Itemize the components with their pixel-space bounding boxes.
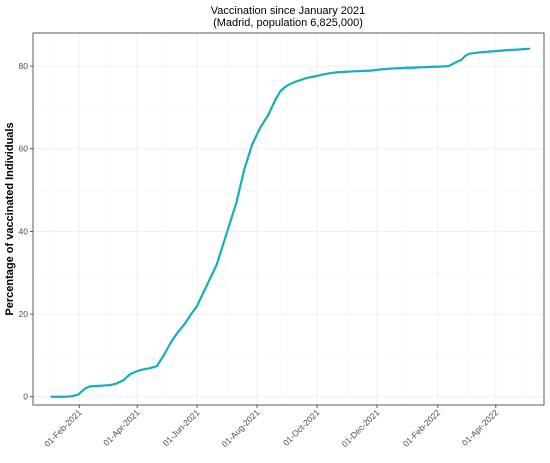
y-tick-label: 40: [19, 226, 29, 236]
y-tick-label: 0: [23, 392, 28, 402]
y-tick-label: 60: [19, 144, 29, 154]
vaccination-series-line: [50, 47, 531, 398]
y-tick-label: 80: [19, 61, 29, 71]
y-tick-label: 20: [19, 309, 29, 319]
x-tick-label: 01-Aug-2021: [220, 407, 262, 449]
chart-subtitle: (Madrid, population 6,825,000): [213, 17, 363, 29]
x-tick-label: 01-Oct-2021: [281, 407, 322, 448]
grid-lines: [33, 33, 544, 405]
x-tick-label: 01-Apr-2021: [101, 407, 142, 448]
x-tick-label: 01-Dec-2021: [340, 407, 382, 449]
plot-panel: [32, 32, 545, 406]
y-axis: 0 20 40 60 80: [19, 61, 33, 402]
x-tick-label: 01-Feb-2022: [401, 407, 443, 449]
x-tick-label: 01-Apr-2022: [460, 407, 501, 448]
line-layer: [50, 47, 531, 398]
x-tick-label: 01-Jun-2021: [161, 407, 202, 448]
y-axis-title: Percentage of vaccinated Individuals: [4, 122, 16, 315]
x-tick-label: 01-Feb-2021: [42, 407, 84, 449]
x-axis: 01-Feb-2021 01-Apr-2021 01-Jun-2021 01-Aug-…: [42, 405, 500, 449]
chart-title: Vaccination since January 2021: [211, 5, 366, 17]
